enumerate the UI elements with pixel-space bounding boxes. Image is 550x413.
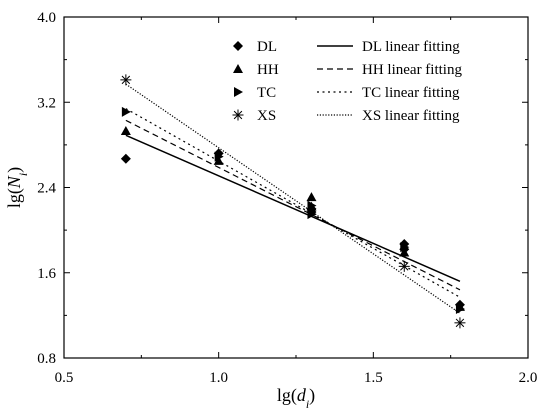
legend-fit-label-xs: XS linear fitting [362,108,460,124]
point-dl [120,153,131,164]
point-tc [214,151,224,162]
point-hh [213,155,224,165]
x-tick-label: 2.0 [519,370,538,386]
point-xs [454,317,466,329]
data-points [120,74,466,329]
asterisk-stroke [121,75,131,85]
legend-fit-label-dl: DL linear fitting [362,39,460,55]
fit-line-hh [125,119,461,291]
legend-marker-dl [233,41,243,51]
point-hh [120,126,131,136]
x-tick-label: 1.0 [209,370,228,386]
y-tick-label: 3.2 [37,95,56,111]
legend-label-xs: XS [257,108,276,124]
point-hh [306,192,317,202]
asterisk-stroke [455,318,465,328]
legend-marker-tc [234,87,243,97]
y-tick-label: 2.4 [37,181,56,197]
y-tick-label: 0.8 [37,351,56,367]
axis-labels: lg(di) lg(Ni) [4,167,315,411]
point-xs [120,74,132,86]
point-xs [398,260,410,272]
x-axis-label: lg(di) [277,385,315,411]
point-tc [307,200,317,211]
fit-line-xs [125,83,461,314]
legend-label-tc: TC [257,85,276,101]
legend-label-hh: HH [257,62,279,78]
y-tick-label: 4.0 [37,10,56,26]
point-tc [455,303,465,314]
legend: DL DL linear fitting HH HH linear fitting TC… [232,39,462,124]
legend-fit-label-tc: TC linear fitting [362,85,460,101]
point-tc [121,106,131,117]
fit-line-tc [125,108,461,298]
point-tc [307,209,317,220]
legend-fit-label-hh: HH linear fitting [362,62,462,78]
y-tick-label: 1.6 [37,266,56,282]
legend-marker-xs [232,109,244,121]
legend-marker-hh [233,64,243,73]
x-tick-label: 0.5 [55,370,74,386]
fit-line-dl [125,134,461,282]
axis-ticks: 0.5 1.0 1.5 2.0 0.8 1.6 2.4 3.2 4.0 [37,10,537,386]
asterisk-stroke [400,262,409,271]
asterisk-stroke [233,110,243,120]
x-tick-label: 1.5 [364,370,383,386]
y-axis-label: lg(Ni) [4,167,30,208]
point-hh [399,247,410,257]
point-tc [400,242,410,253]
legend-label-dl: DL [257,39,277,55]
